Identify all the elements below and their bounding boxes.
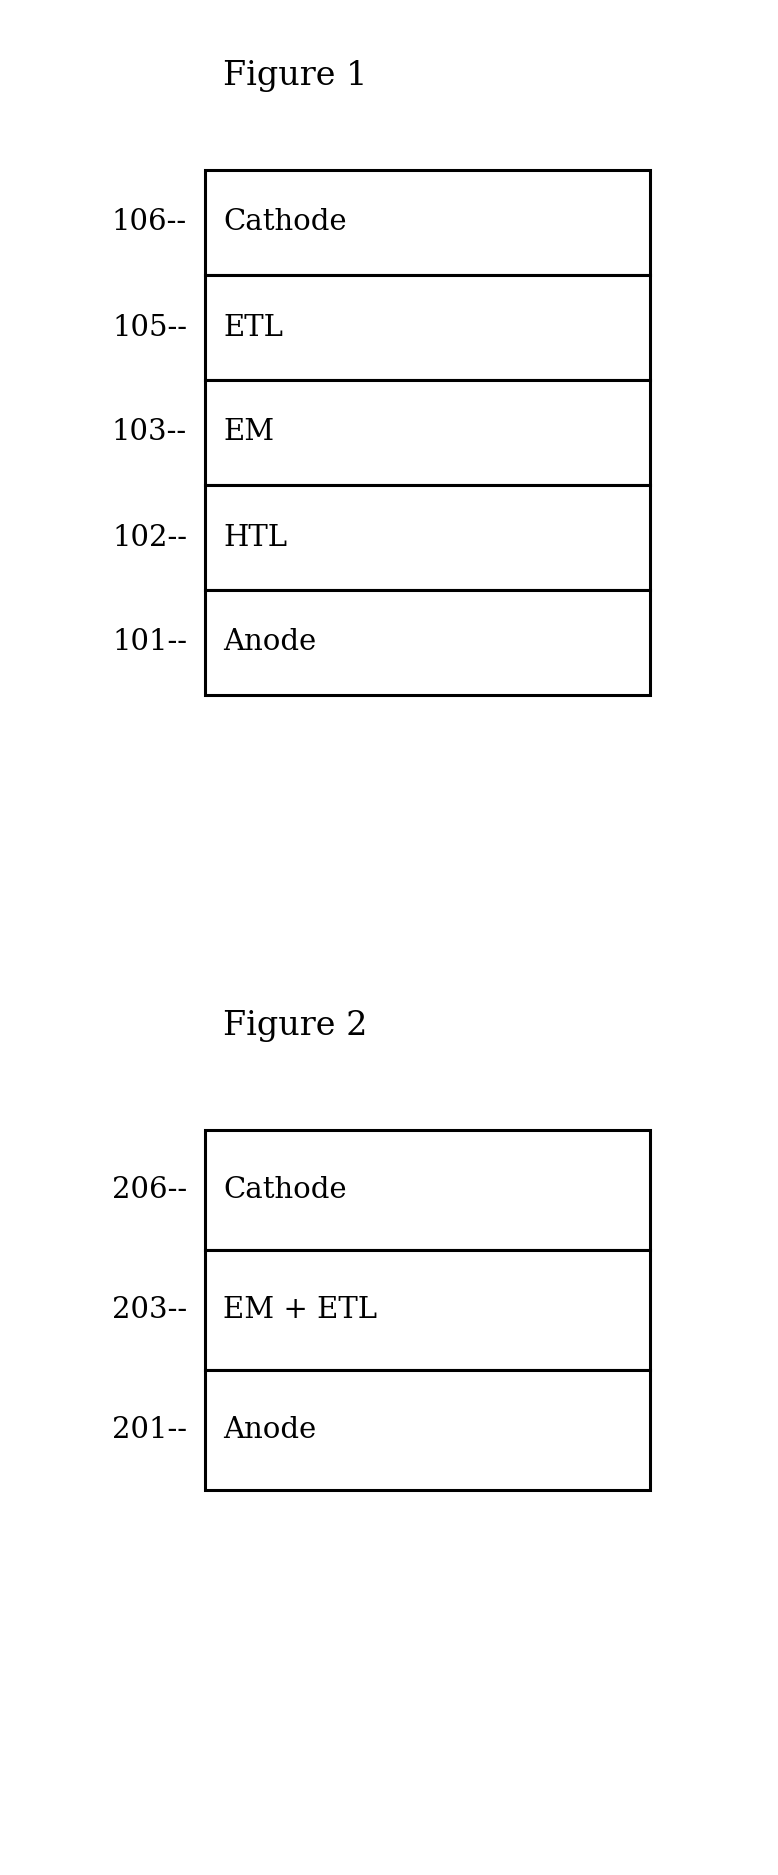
Text: Cathode: Cathode xyxy=(223,208,347,236)
Text: EM: EM xyxy=(223,418,274,446)
Text: Figure 2: Figure 2 xyxy=(223,1011,368,1043)
Bar xyxy=(205,591,650,696)
Text: 206--: 206-- xyxy=(112,1176,187,1204)
Bar xyxy=(205,1251,650,1371)
Text: Anode: Anode xyxy=(223,1416,316,1444)
Text: 105--: 105-- xyxy=(112,313,187,341)
Bar xyxy=(205,1371,650,1491)
Bar xyxy=(205,486,650,591)
Text: 101--: 101-- xyxy=(112,628,187,656)
Text: Figure 1: Figure 1 xyxy=(223,60,368,92)
Text: HTL: HTL xyxy=(223,523,287,551)
Text: 102--: 102-- xyxy=(112,523,187,551)
Text: 201--: 201-- xyxy=(112,1416,187,1444)
Bar xyxy=(205,1131,650,1251)
Text: 106--: 106-- xyxy=(112,208,187,236)
Text: ETL: ETL xyxy=(223,313,283,341)
Text: EM + ETL: EM + ETL xyxy=(223,1296,377,1324)
Bar xyxy=(205,381,650,486)
Bar xyxy=(205,276,650,381)
Text: 203--: 203-- xyxy=(112,1296,187,1324)
Text: 103--: 103-- xyxy=(112,418,187,446)
Bar xyxy=(205,171,650,276)
Text: Anode: Anode xyxy=(223,628,316,656)
Text: Cathode: Cathode xyxy=(223,1176,347,1204)
